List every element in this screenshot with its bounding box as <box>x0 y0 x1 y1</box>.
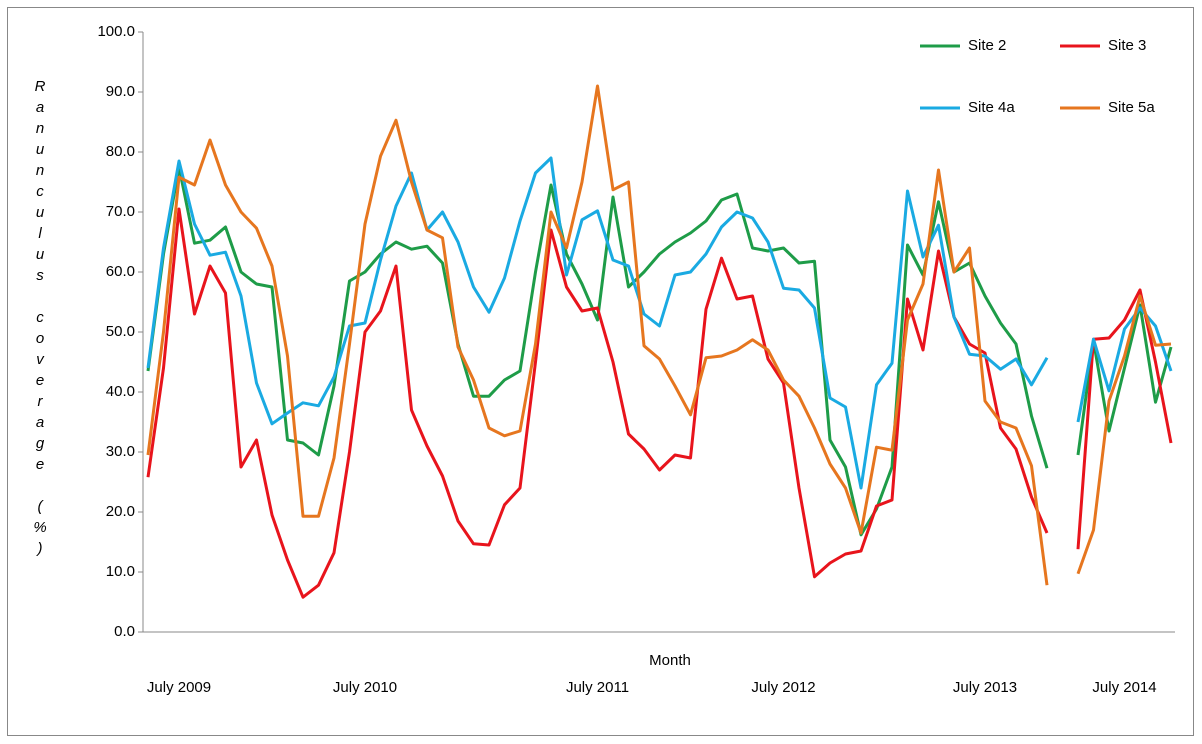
legend-label: Site 2 <box>968 37 1006 54</box>
y-tick-label: 50.0 <box>106 323 135 340</box>
y-axis-title: Ranunculus coverage (%) <box>32 78 49 561</box>
series-line <box>146 84 1172 586</box>
y-tick-label: 30.0 <box>106 443 135 460</box>
y-tick-label: 10.0 <box>106 563 135 580</box>
x-tick-label: July 2012 <box>751 679 815 696</box>
x-tick-label: July 2009 <box>147 679 211 696</box>
y-tick-label: 20.0 <box>106 503 135 520</box>
y-tick-label: 70.0 <box>106 203 135 220</box>
y-tick-label: 40.0 <box>106 383 135 400</box>
y-tick-label: 0.0 <box>114 623 135 640</box>
series-line <box>146 156 1173 490</box>
y-tick-label: 80.0 <box>106 143 135 160</box>
x-tick-label: July 2013 <box>953 679 1017 696</box>
legend-label: Site 5a <box>1108 99 1155 116</box>
y-tick-label: 100.0 <box>97 23 135 40</box>
y-tick-label: 60.0 <box>106 263 135 280</box>
y-tick-label: 90.0 <box>106 83 135 100</box>
legend-label: Site 4a <box>968 99 1015 116</box>
legend-label: Site 3 <box>1108 37 1146 54</box>
chart-frame <box>7 7 1194 736</box>
x-tick-label: July 2014 <box>1092 679 1156 696</box>
x-axis-title: Month <box>649 652 691 669</box>
x-tick-label: July 2011 <box>566 679 629 696</box>
x-tick-label: July 2010 <box>333 679 397 696</box>
